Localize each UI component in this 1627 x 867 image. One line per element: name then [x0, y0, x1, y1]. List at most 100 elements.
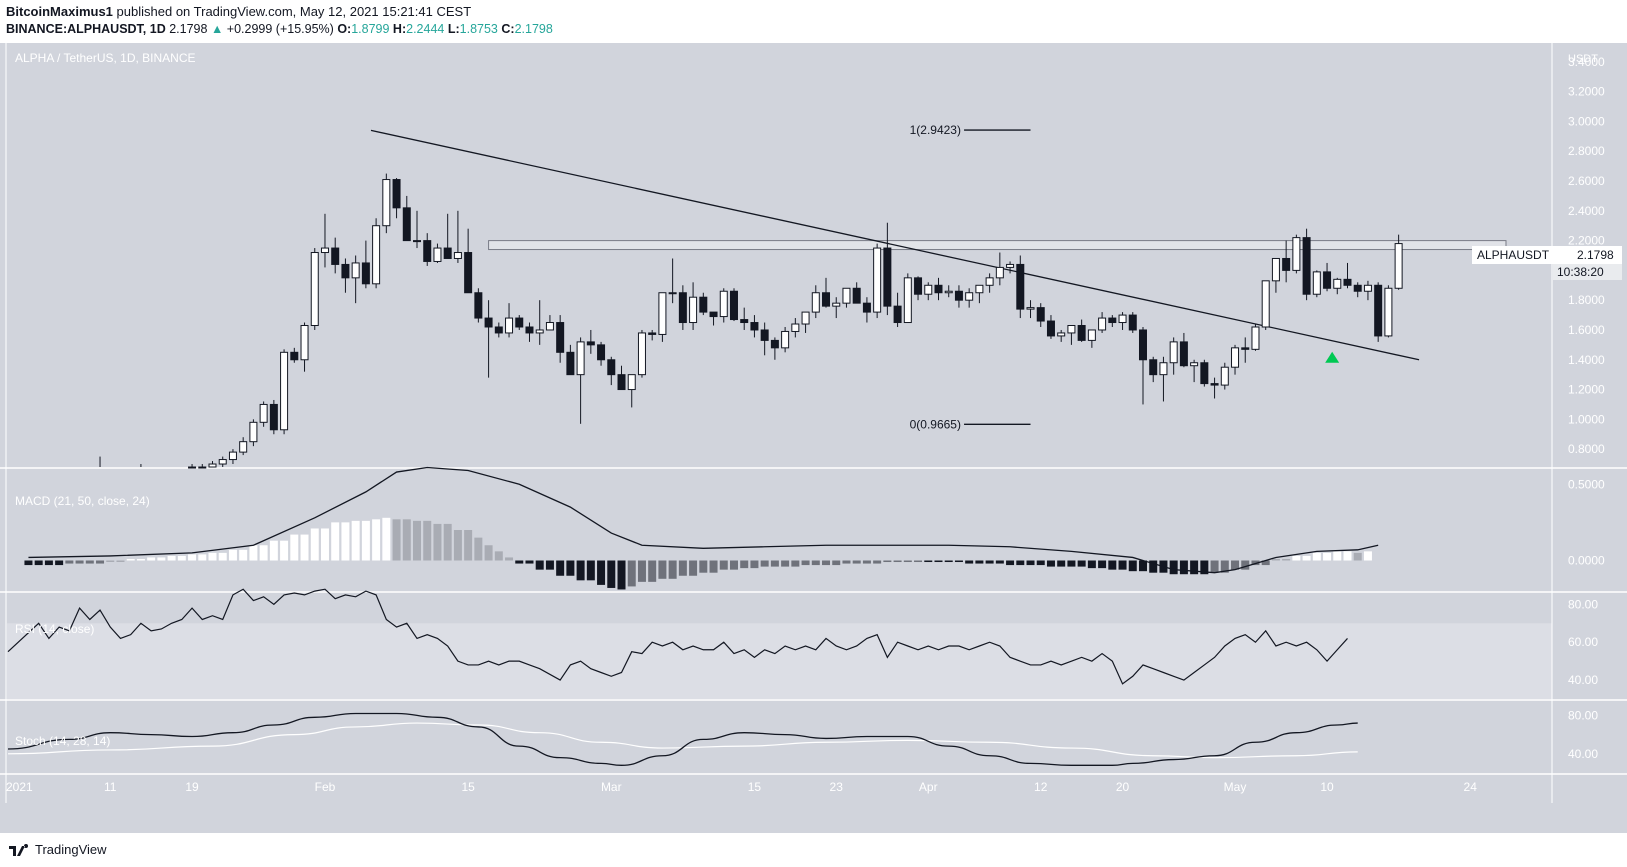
macd-histogram-bar: [106, 560, 115, 562]
ohlc-line: BINANCE:ALPHAUSDT, 1D 2.1798 ▲ +0.2999 (…: [6, 22, 553, 36]
macd-histogram-bar: [1087, 560, 1096, 569]
candle-body: [505, 317, 514, 334]
candle-body: [484, 317, 493, 328]
macd-histogram-bar: [484, 545, 493, 561]
candle-body: [361, 262, 370, 285]
fib-level-label: 1(2.9423): [910, 123, 961, 137]
macd-histogram-bar: [198, 554, 207, 561]
time-tick-label: 19: [185, 780, 199, 794]
macd-histogram-bar: [280, 540, 289, 561]
candle-body: [1210, 383, 1219, 386]
macd-histogram-bar: [1251, 560, 1260, 566]
candle-body: [494, 326, 503, 334]
price-pane[interactable]: [7, 44, 1552, 486]
candle-body: [729, 290, 738, 321]
candle-body: [443, 247, 452, 259]
candle-body: [689, 296, 698, 324]
macd-histogram-bar: [228, 549, 237, 561]
macd-histogram-bar: [1046, 560, 1055, 567]
macd-histogram-bar: [648, 560, 657, 582]
macd-histogram-bar: [545, 560, 554, 570]
descending-trendline[interactable]: [370, 129, 1420, 361]
candle-body: [597, 344, 606, 361]
candle-body: [525, 326, 534, 334]
fib-levels: 1(2.9423) 0(0.9665): [910, 123, 1031, 431]
chart-canvas[interactable]: 0.80001.00001.20001.40001.60001.80002.00…: [0, 43, 1627, 833]
macd-histogram-bar: [239, 549, 248, 561]
candle-body: [474, 292, 483, 319]
macd-histogram-bar: [1006, 560, 1015, 566]
macd-histogram-bar: [1302, 555, 1311, 561]
candle-body: [372, 225, 381, 285]
candle-body: [934, 284, 943, 294]
rsi-tick-label: 80.00: [1568, 597, 1598, 611]
candle-body: [188, 466, 197, 469]
macd-histogram-bar: [729, 560, 738, 570]
candle-body: [280, 351, 289, 431]
candle-body: [351, 262, 360, 279]
low-value: 1.8753: [459, 22, 498, 36]
macd-histogram-bar: [208, 552, 217, 561]
high-label: H:: [392, 22, 407, 36]
candle-body: [1057, 332, 1066, 337]
macd-histogram-bar: [505, 557, 514, 561]
time-tick-label: 10: [1320, 780, 1334, 794]
candle-body: [423, 240, 432, 262]
candle-body: [1323, 271, 1332, 289]
time-tick-label: May: [1224, 780, 1247, 794]
price-tick-label: 1.8000: [1568, 293, 1605, 307]
macd-histogram-bar: [177, 555, 186, 561]
macd-histogram-bar: [310, 528, 319, 561]
candle-body: [944, 290, 953, 294]
candle-body: [1067, 325, 1076, 334]
macd-histogram-bar: [1179, 560, 1188, 575]
candle-body: [1087, 329, 1096, 341]
macd-histogram-bar: [678, 560, 687, 576]
macd-pane: 0.0000 0.5000: [24, 466, 1605, 590]
candle-body: [300, 325, 309, 361]
candle-body: [1271, 257, 1280, 282]
macd-histogram-bar: [392, 519, 401, 561]
macd-histogram-bar: [474, 537, 483, 561]
macd-histogram-bar: [801, 560, 810, 566]
stoch-pane: 40.00 80.00: [7, 708, 1598, 766]
candle-body: [1261, 280, 1270, 328]
macd-histogram-bar: [515, 560, 524, 564]
macd-histogram-bar: [1363, 551, 1372, 561]
time-axis: 2021 11 19 Feb 15 Mar 15 23 Apr 12 20 May 10 24: [6, 780, 1477, 794]
candle-body: [658, 292, 667, 335]
candle-body: [259, 403, 268, 423]
candle-body: [607, 359, 616, 376]
candle-body: [985, 277, 994, 286]
macd-histogram-bar: [1353, 552, 1362, 561]
candle-body: [1282, 257, 1291, 271]
candle-body: [1200, 362, 1209, 385]
macd-histogram-bar: [1333, 551, 1342, 561]
macd-histogram-bar: [832, 560, 841, 566]
macd-histogram-bar: [116, 560, 125, 562]
stoch-d-line: [7, 722, 1358, 759]
stoch-tick-label: 80.00: [1568, 708, 1598, 722]
candle-body: [464, 252, 473, 294]
candle-body: [269, 403, 278, 431]
low-label: L:: [447, 22, 460, 36]
time-tick-label: Mar: [601, 780, 622, 794]
macd-histogram-bar: [351, 520, 360, 561]
candle-body: [228, 451, 237, 461]
macd-histogram-bar: [1149, 560, 1158, 573]
candle-body: [1302, 237, 1311, 295]
macd-histogram-bar: [668, 560, 677, 579]
candle-body: [842, 287, 851, 304]
symbol-label: BINANCE:ALPHAUSDT, 1D: [6, 22, 166, 36]
tradingview-brand[interactable]: TradingView: [35, 842, 107, 857]
macd-histogram-bar: [300, 534, 309, 561]
macd-histogram-bar: [699, 560, 708, 573]
macd-histogram-bar: [566, 560, 575, 576]
time-tick-label: Apr: [919, 780, 938, 794]
macd-histogram-bar: [811, 560, 820, 566]
macd-histogram-bar: [617, 560, 626, 590]
price-tick-label: 3.0000: [1568, 114, 1605, 128]
author-name[interactable]: BitcoinMaximus1: [6, 4, 113, 19]
macd-histogram-bar: [1067, 560, 1076, 567]
macd-histogram-bar: [954, 560, 963, 563]
